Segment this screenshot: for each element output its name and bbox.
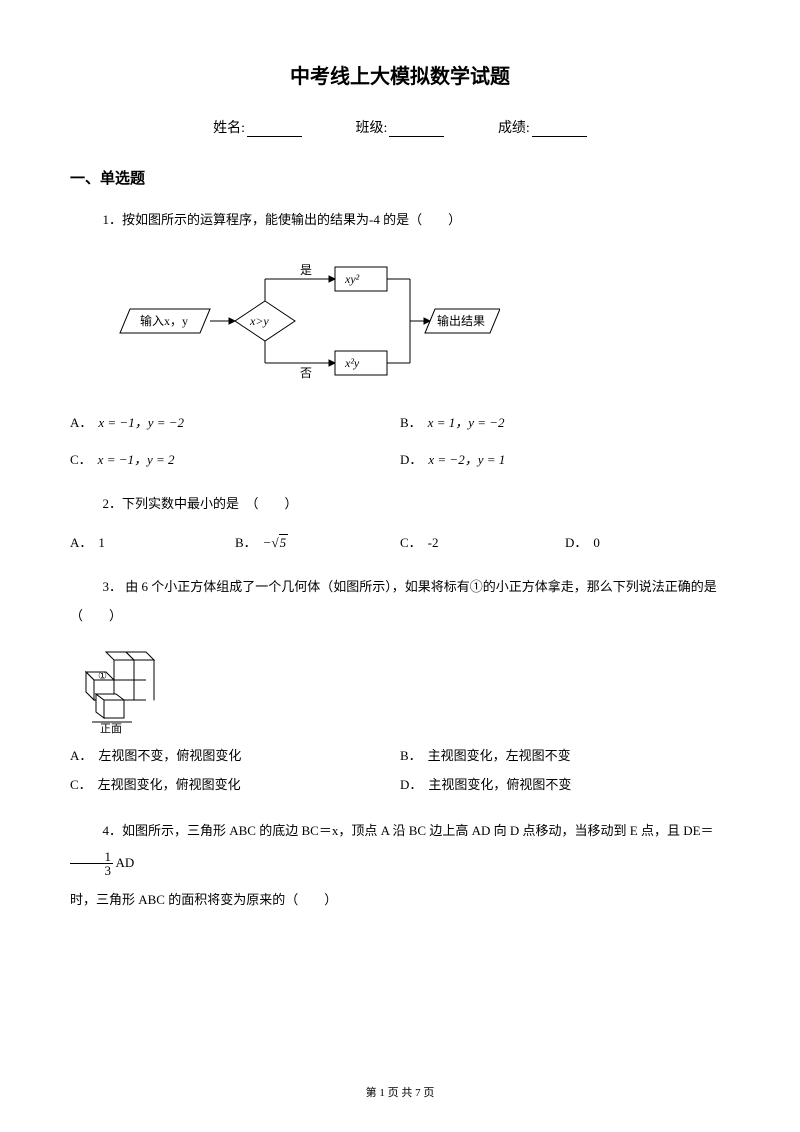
- page-title: 中考线上大模拟数学试题: [70, 60, 730, 89]
- score-blank: [532, 123, 587, 137]
- svg-text:是: 是: [300, 263, 312, 277]
- q4-fraction: 13: [70, 850, 113, 877]
- q2-opt-b: B． −√5: [235, 532, 400, 551]
- q3-cube-figure: ① 正面: [80, 644, 730, 739]
- q4-text-line1: 4．如图所示，三角形 ABC 的底边 BC＝x，顶点 A 沿 BC 边上高 AD…: [70, 815, 730, 877]
- q1-opts-row2: C．x = −1，y = 2 D．x = −2，y = 1: [70, 449, 730, 468]
- name-label: 姓名:: [213, 117, 245, 137]
- q3-opts-row2: C．左视图变化，俯视图变化 D．主视图变化，俯视图不变: [70, 774, 730, 793]
- info-line: 姓名: 班级: 成绩:: [70, 117, 730, 137]
- class-label: 班级:: [356, 117, 388, 137]
- q3-opts-row1: A．左视图不变，俯视图变化 B．主视图变化，左视图不变: [70, 745, 730, 764]
- q2-opts: A．1 B． −√5 C．-2 D．0: [70, 532, 730, 551]
- q2-text: 2．下列实数中最小的是 （ ）: [70, 490, 730, 519]
- name-blank: [247, 123, 302, 137]
- q1-text: 1．按如图所示的运算程序，能使输出的结果为-4 的是（ ）: [70, 206, 730, 235]
- q1-opt-b: B．x = 1，y = −2: [400, 412, 730, 431]
- q3-opt-c: C．左视图变化，俯视图变化: [70, 774, 400, 793]
- section-heading: 一、单选题: [70, 167, 730, 188]
- svg-text:①: ①: [98, 671, 107, 682]
- svg-text:正面: 正面: [100, 723, 122, 734]
- q3-opt-d: D．主视图变化，俯视图不变: [400, 774, 730, 793]
- svg-text:x²y: x²y: [344, 356, 360, 370]
- q3-text: 3． 由 6 个小正方体组成了一个几何体（如图所示），如果将标有①的小正方体拿走…: [70, 573, 730, 630]
- score-label: 成绩:: [498, 117, 530, 137]
- svg-text:否: 否: [300, 366, 312, 380]
- svg-text:x>y: x>y: [249, 314, 269, 328]
- q3-opt-b: B．主视图变化，左视图不变: [400, 745, 730, 764]
- page-footer: 第 1 页 共 7 页: [0, 1084, 800, 1100]
- q1-opt-c: C．x = −1，y = 2: [70, 449, 400, 468]
- svg-text:输入x，y: 输入x，y: [140, 313, 188, 328]
- svg-text:输出结果: 输出结果: [437, 313, 485, 328]
- q4-text-line2: 时，三角形 ABC 的面积将变为原来的（ ）: [70, 886, 730, 915]
- q1-opt-d: D．x = −2，y = 1: [400, 449, 730, 468]
- class-blank: [389, 123, 444, 137]
- q2-opt-a: A．1: [70, 532, 235, 551]
- q1-opt-a: A．x = −1，y = −2: [70, 412, 400, 431]
- q2-opt-c: C．-2: [400, 532, 565, 551]
- q1-flowchart: 输入x，y x>y 是 xy² 否 x²y 输出结果: [110, 249, 730, 394]
- svg-text:xy²: xy²: [344, 272, 360, 286]
- q2-opt-d: D．0: [565, 532, 730, 551]
- q1-opts-row1: A．x = −1，y = −2 B．x = 1，y = −2: [70, 412, 730, 431]
- q3-opt-a: A．左视图不变，俯视图变化: [70, 745, 400, 764]
